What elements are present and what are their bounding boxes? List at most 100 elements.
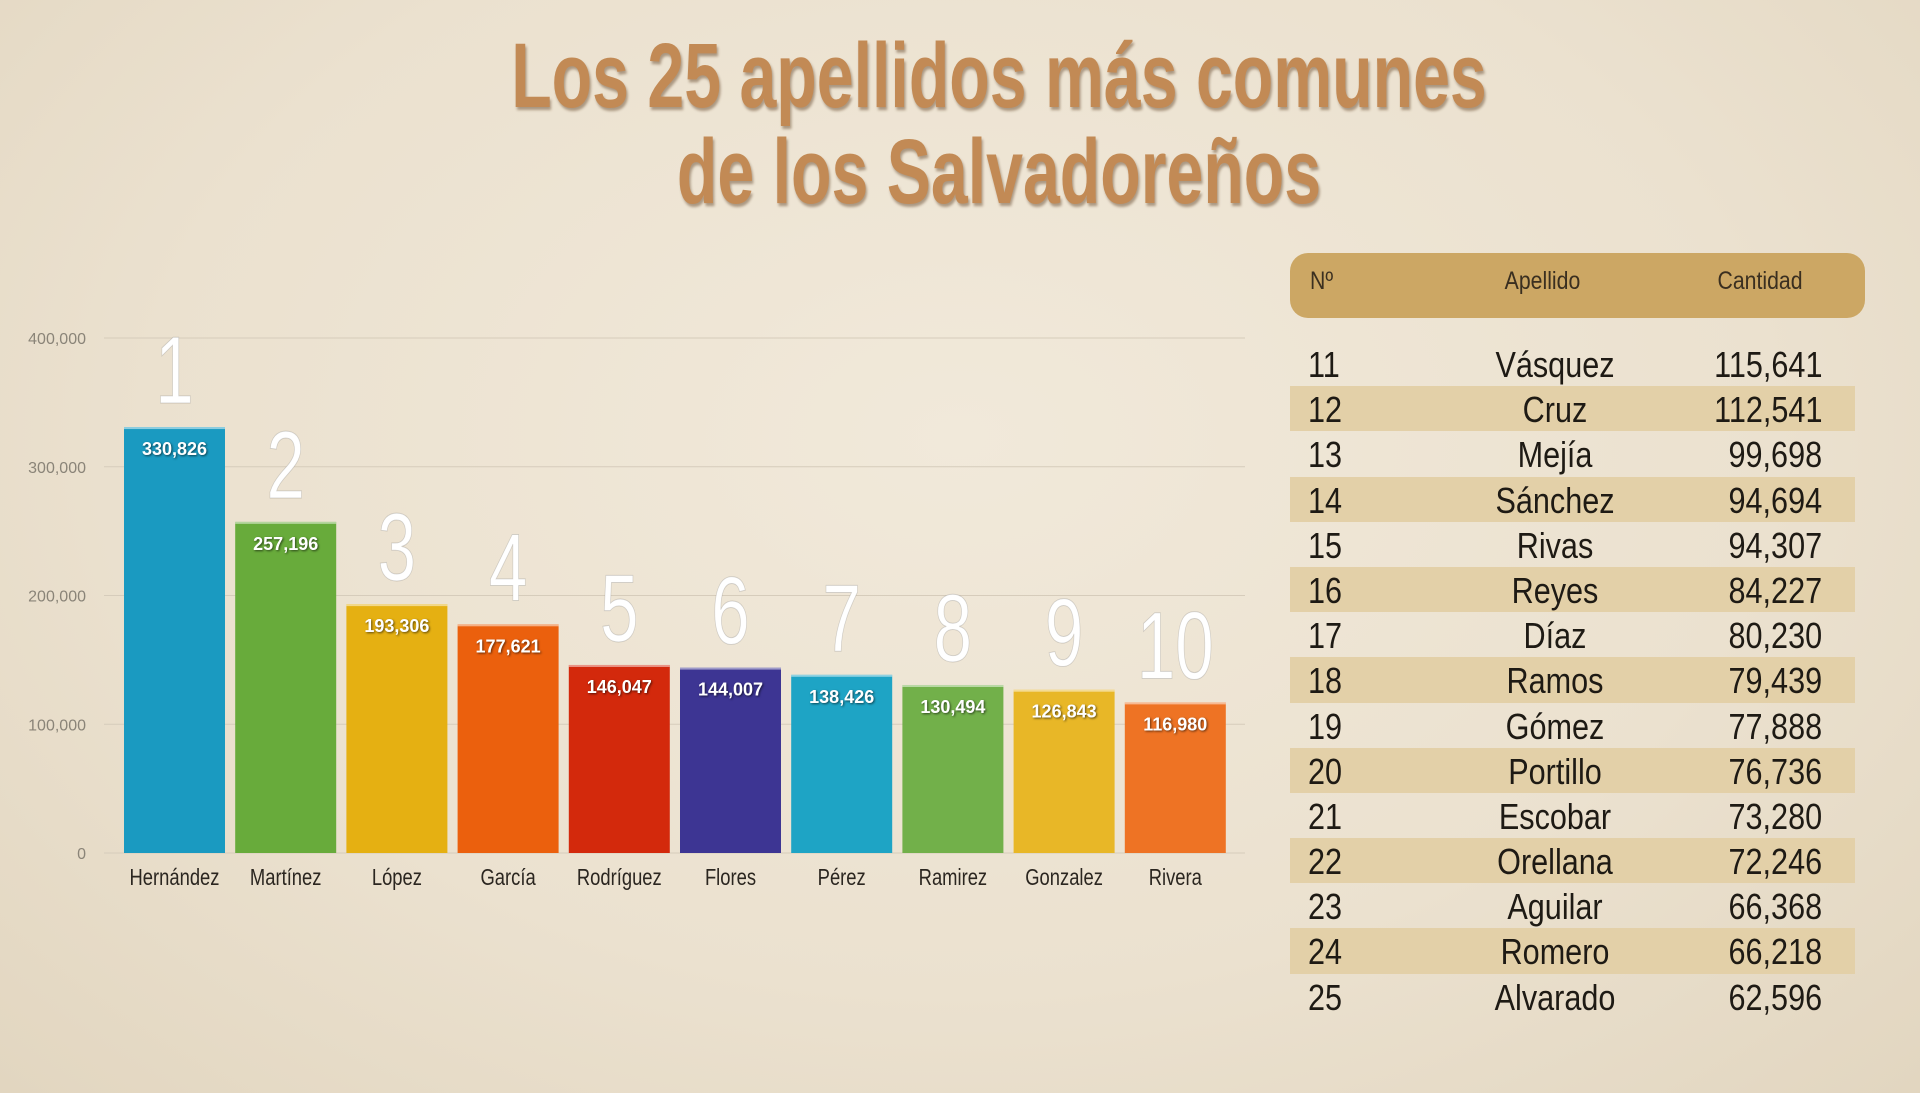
row-surname: Díaz: [1523, 615, 1587, 657]
rank-number: 7: [822, 564, 860, 672]
bar: [235, 521, 337, 853]
row-surname: Mejía: [1517, 434, 1593, 476]
category-label: López: [372, 865, 422, 890]
row-surname: Gómez: [1505, 705, 1605, 747]
row-count: 112,541: [1713, 389, 1822, 431]
row-number: 15: [1308, 524, 1343, 566]
row-count: 62,596: [1728, 976, 1822, 1018]
bar: [1124, 702, 1226, 853]
category-label: Martínez: [250, 865, 322, 890]
rank-number: 4: [489, 513, 527, 621]
table-row: 20 Portillo 76,736: [1290, 747, 1855, 793]
row-number: 18: [1308, 660, 1343, 702]
title-line-2: de los Salvadoreños: [676, 121, 1322, 223]
bar: [124, 427, 225, 853]
row-count: 77,888: [1728, 705, 1822, 747]
header-surname: Apellido: [1504, 267, 1581, 295]
rank-number: 3: [378, 493, 416, 601]
bar: [791, 674, 893, 853]
row-surname: Cruz: [1522, 389, 1588, 431]
row-surname: Aguilar: [1507, 886, 1603, 928]
bar-highlight: [680, 667, 781, 670]
row-number: 19: [1308, 705, 1343, 747]
row-surname: Vásquez: [1495, 344, 1615, 385]
y-tick-label: 0: [77, 846, 86, 863]
row-surname: Romero: [1500, 931, 1610, 973]
bar-highlight: [1124, 702, 1226, 705]
row-number: 24: [1308, 931, 1343, 973]
bar-chart: 0 100,000 200,000 300,000 400,000 330,826 1 Her…: [28, 315, 1245, 891]
row-number: 25: [1308, 976, 1343, 1018]
value-label: 146,047: [587, 677, 652, 697]
y-tick-label: 200,000: [28, 589, 86, 606]
header-count: Cantidad: [1717, 267, 1803, 295]
row-surname: Portillo: [1508, 750, 1602, 792]
row-count: 72,246: [1728, 841, 1822, 883]
value-label: 330,826: [142, 439, 207, 459]
row-surname: Sánchez: [1495, 479, 1615, 521]
value-label: 193,306: [364, 616, 429, 636]
surname-table: Nº Apellido Cantidad 11 Vásquez 115,641 12 C…: [1290, 253, 1865, 1019]
bar: [457, 624, 559, 853]
table-row: 22 Orellana 72,246: [1290, 838, 1855, 884]
value-label: 177,621: [476, 636, 541, 656]
row-number: 17: [1308, 615, 1343, 657]
bar-highlight: [346, 604, 448, 607]
row-number: 23: [1308, 886, 1343, 928]
bar-highlight: [568, 664, 670, 667]
table-row: 14 Sánchez 94,694: [1290, 476, 1855, 522]
table-row: 21 Escobar 73,280: [1290, 793, 1855, 838]
rank-number: 1: [155, 316, 193, 424]
category-label: Rodríguez: [577, 865, 662, 890]
row-count: 73,280: [1728, 795, 1822, 837]
row-count: 115,641: [1713, 344, 1822, 385]
table-row: 11 Vásquez 115,641: [1290, 341, 1855, 386]
table-row: 19 Gómez 77,888: [1290, 703, 1855, 748]
rank-number: 9: [1045, 578, 1083, 686]
bar: [568, 664, 670, 853]
row-number: 21: [1308, 795, 1343, 837]
row-number: 14: [1308, 479, 1343, 521]
row-count: 66,368: [1728, 886, 1822, 928]
rank-number: 8: [934, 574, 972, 682]
table-row: 18 Ramos 79,439: [1290, 657, 1855, 703]
row-number: 13: [1308, 434, 1343, 476]
row-count: 84,227: [1728, 569, 1822, 611]
category-label: Flores: [705, 865, 756, 890]
bar-highlight: [791, 674, 893, 677]
rank-number: 5: [600, 554, 638, 662]
row-count: 99,698: [1728, 434, 1822, 476]
row-surname: Rivas: [1516, 524, 1594, 566]
table-row: 13 Mejía 99,698: [1290, 431, 1855, 476]
row-count: 79,439: [1728, 660, 1822, 702]
table-row: 12 Cruz 112,541: [1290, 386, 1855, 432]
table-body: 11 Vásquez 115,641 12 Cruz 112,541 13 Mejía 99,6…: [1290, 341, 1865, 1019]
bar-highlight: [1013, 689, 1115, 692]
value-label: 126,843: [1032, 702, 1097, 722]
row-count: 76,736: [1728, 750, 1822, 792]
row-number: 22: [1308, 841, 1343, 883]
bar-highlight: [457, 624, 559, 627]
value-label: 130,494: [920, 697, 985, 717]
row-surname: Ramos: [1506, 660, 1604, 702]
row-number: 20: [1308, 750, 1343, 792]
row-surname: Orellana: [1497, 841, 1613, 883]
bar-highlight: [124, 427, 225, 430]
value-label: 138,426: [809, 687, 874, 707]
row-count: 94,307: [1728, 524, 1822, 566]
row-count: 94,694: [1728, 479, 1822, 521]
bar-highlight: [902, 684, 1004, 687]
rank-number: 6: [711, 556, 749, 664]
value-label: 116,980: [1143, 714, 1207, 734]
row-surname: Alvarado: [1494, 976, 1616, 1018]
table-row: 23 Aguilar 66,368: [1290, 883, 1855, 928]
header-number: Nº: [1310, 267, 1334, 295]
table-header: Nº Apellido Cantidad: [1290, 253, 1865, 318]
table-row: 16 Reyes 84,227: [1290, 566, 1855, 613]
row-surname: Reyes: [1511, 569, 1599, 611]
row-number: 12: [1308, 389, 1343, 431]
table-row: 24 Romero 66,218: [1290, 928, 1855, 974]
category-label: Hernández: [130, 865, 220, 890]
row-surname: Escobar: [1498, 795, 1612, 837]
bar-highlight: [235, 521, 337, 524]
